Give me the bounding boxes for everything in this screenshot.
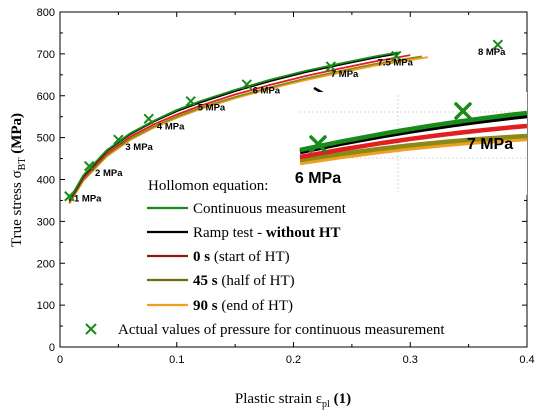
x-tick-label: 0.2 — [286, 354, 301, 366]
inset-markers — [309, 102, 472, 153]
legend-label-ramp: Ramp test - without HT — [193, 225, 341, 241]
series-line-2 — [68, 54, 411, 203]
pressure-marker-stroke — [143, 113, 154, 124]
pressure-annotation: 6 MPa — [253, 86, 281, 97]
pressure-annotation: 1 MPa — [74, 193, 102, 204]
y-tick-label: 200 — [37, 258, 55, 270]
pressure-marker — [113, 134, 124, 145]
pressure-marker-stroke — [241, 79, 253, 90]
x-axis-label: Plastic strain εpl (1) — [235, 391, 351, 410]
pressure-annotation: 7 MPa — [331, 69, 359, 80]
x-tick-label: 0.3 — [403, 354, 418, 366]
pressure-marker-stroke — [113, 134, 124, 145]
y-axis-label: True stress σBT (MPa) — [9, 113, 28, 247]
pressure-annotations: 1 MPa 2 MPa 3 MPa 4 MPa 5 MPa 6 MPa 7 MPa 7.5 M… — [74, 47, 506, 204]
y-tick-label: 300 — [37, 216, 55, 228]
legend-item-ramp: Ramp test - without HT — [147, 225, 341, 241]
pressure-annotation: 5 MPa — [198, 102, 226, 113]
x-tick-label: 0 — [57, 354, 63, 366]
inset-zoom: 6 MPa 7 MPa — [295, 92, 528, 195]
pressure-marker — [492, 39, 504, 50]
inset-series-lines — [299, 110, 528, 166]
legend-label-90s: 90 s (end of HT) — [193, 298, 293, 314]
pressure-marker-stroke — [83, 160, 95, 172]
pressure-annotation: 4 MPa — [157, 121, 185, 132]
y-tick-label: 400 — [37, 175, 55, 187]
x-tick-label: 0.1 — [169, 354, 184, 366]
pressure-marker-stroke — [325, 61, 337, 72]
legend-label-0s: 0 s (start of HT) — [193, 249, 290, 265]
pressure-markers — [64, 39, 504, 202]
pressure-marker-stroke — [64, 191, 75, 202]
y-tick-label: 500 — [37, 133, 55, 145]
legend-label-45s: 45 s (half of HT) — [193, 273, 295, 289]
inset-line-2 — [299, 123, 528, 160]
y-tick-label: 100 — [37, 300, 55, 312]
pressure-annotation: 7.5 MPa — [378, 58, 414, 69]
inset-line-0 — [299, 136, 528, 166]
legend-item-90s: 90 s (end of HT) — [147, 298, 293, 314]
pressure-annotation: 8 MPa — [478, 47, 506, 58]
pressure-marker — [185, 95, 196, 107]
pressure-marker — [64, 191, 75, 202]
x-tick-label: 0.4 — [519, 354, 534, 366]
legend-item-markers: Actual values of pressure for continuous… — [85, 322, 445, 338]
pressure-marker-stroke — [185, 95, 196, 107]
legend-item-45s: 45 s (half of HT) — [147, 273, 295, 289]
inset-line-4 — [299, 110, 528, 153]
series-line-3 — [68, 55, 423, 204]
legend-item-continuous: Continuous measurement — [147, 201, 347, 217]
series-lines — [68, 51, 428, 205]
pressure-marker — [241, 79, 253, 90]
inset-line-1 — [299, 133, 528, 163]
series-line-0 — [68, 51, 399, 201]
y-tick-label: 600 — [37, 91, 55, 103]
pressure-marker — [143, 113, 154, 124]
pressure-marker-stroke — [492, 39, 504, 50]
pressure-annotation: 3 MPa — [125, 142, 153, 153]
pressure-marker — [391, 50, 402, 62]
legend-item-0s: 0 s (start of HT) — [147, 249, 290, 265]
legend-title: Hollomon equation: — [148, 178, 268, 194]
pressure-marker — [325, 61, 337, 72]
legend-label-continuous: Continuous measurement — [193, 201, 347, 217]
legend-label-markers: Actual values of pressure for continuous… — [118, 322, 445, 338]
pressure-marker-stroke — [391, 50, 402, 62]
inset-label-7mpa: 7 MPa — [467, 136, 513, 153]
y-tick-label: 800 — [37, 7, 55, 19]
y-tick-label: 0 — [49, 342, 55, 354]
y-tick-labels: 0 100 200 300 400 500 600 700 800 — [37, 7, 55, 354]
y-tick-label: 700 — [37, 49, 55, 61]
x-tick-labels: 0 0.1 0.2 0.3 0.4 — [57, 354, 535, 366]
pressure-marker — [83, 160, 95, 172]
inset-label-6mpa: 6 MPa — [295, 170, 341, 187]
pressure-annotation: 2 MPa — [95, 168, 123, 179]
legend: Hollomon equation: Continuous measuremen… — [85, 178, 445, 338]
